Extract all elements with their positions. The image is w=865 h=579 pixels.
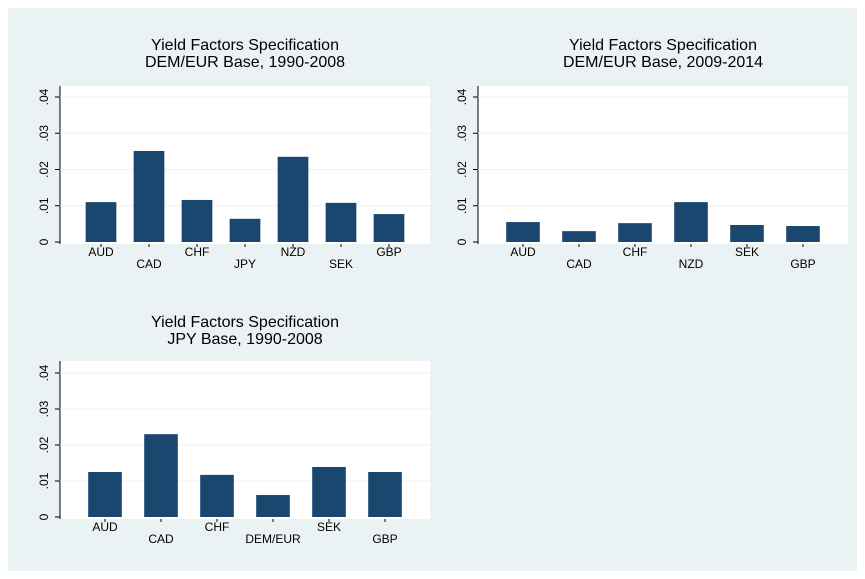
bar bbox=[562, 231, 596, 242]
x-tick-label: SEK bbox=[735, 245, 759, 259]
x-tick-label: AUD bbox=[88, 245, 114, 259]
y-tick-label: .01 bbox=[37, 197, 51, 214]
y-tick-label: .04 bbox=[37, 364, 51, 381]
y-tick-label: .03 bbox=[37, 125, 51, 142]
y-tick-label: .01 bbox=[455, 197, 469, 214]
plot-region bbox=[478, 86, 848, 244]
x-tick-label: NZD bbox=[679, 257, 704, 271]
y-tick-label: 0 bbox=[37, 238, 51, 245]
chart-subtitle: DEM/EUR Base, 2009-2014 bbox=[563, 54, 763, 71]
y-tick-label: .04 bbox=[37, 88, 51, 105]
x-tick-label: AUD bbox=[510, 245, 536, 259]
bar bbox=[312, 466, 346, 517]
x-tick-label: NZD bbox=[281, 245, 306, 259]
bar bbox=[373, 214, 405, 242]
bar bbox=[277, 156, 309, 242]
bar bbox=[85, 202, 117, 242]
x-tick-label: CAD bbox=[566, 257, 592, 271]
x-tick-label: DEM/EUR bbox=[245, 532, 301, 546]
x-tick-label: JPY bbox=[234, 257, 256, 271]
x-tick-label: GBP bbox=[790, 257, 815, 271]
bar bbox=[256, 495, 290, 517]
plot-region bbox=[60, 86, 430, 244]
x-tick-label: CHF bbox=[185, 245, 210, 259]
y-tick-label: .01 bbox=[37, 472, 51, 489]
bar bbox=[229, 218, 261, 242]
y-tick-label: .04 bbox=[455, 88, 469, 105]
x-tick-label: SEK bbox=[317, 520, 341, 534]
y-tick-label: .02 bbox=[455, 161, 469, 178]
chart-subtitle: DEM/EUR Base, 1990-2008 bbox=[145, 54, 345, 71]
bar bbox=[200, 474, 234, 517]
bar bbox=[674, 202, 708, 242]
bar bbox=[133, 151, 165, 242]
chart-title: Yield Factors Specification bbox=[151, 314, 339, 331]
x-tick-label: CHF bbox=[623, 245, 648, 259]
x-tick-label: CAD bbox=[136, 257, 162, 271]
x-tick-label: CAD bbox=[148, 532, 174, 546]
y-tick-label: 0 bbox=[37, 513, 51, 520]
bar bbox=[730, 224, 764, 242]
chart-subtitle: JPY Base, 1990-2008 bbox=[167, 331, 322, 348]
bar bbox=[181, 199, 213, 242]
y-tick-label: .03 bbox=[37, 400, 51, 417]
y-tick-label: .02 bbox=[37, 161, 51, 178]
x-tick-label: CHF bbox=[205, 520, 230, 534]
y-tick-label: .02 bbox=[37, 436, 51, 453]
x-tick-label: GBP bbox=[372, 532, 397, 546]
bar bbox=[786, 226, 820, 242]
x-tick-label: SEK bbox=[329, 257, 353, 271]
bar bbox=[368, 472, 402, 517]
bar bbox=[88, 472, 122, 517]
bar bbox=[618, 223, 652, 242]
x-tick-label: GBP bbox=[376, 245, 401, 259]
bar bbox=[506, 222, 540, 242]
x-tick-label: AUD bbox=[92, 520, 118, 534]
bar bbox=[325, 202, 357, 242]
chart-title: Yield Factors Specification bbox=[151, 37, 339, 54]
y-tick-label: 0 bbox=[455, 238, 469, 245]
bar bbox=[144, 434, 178, 517]
chart-title: Yield Factors Specification bbox=[569, 37, 757, 54]
y-tick-label: .03 bbox=[455, 125, 469, 142]
